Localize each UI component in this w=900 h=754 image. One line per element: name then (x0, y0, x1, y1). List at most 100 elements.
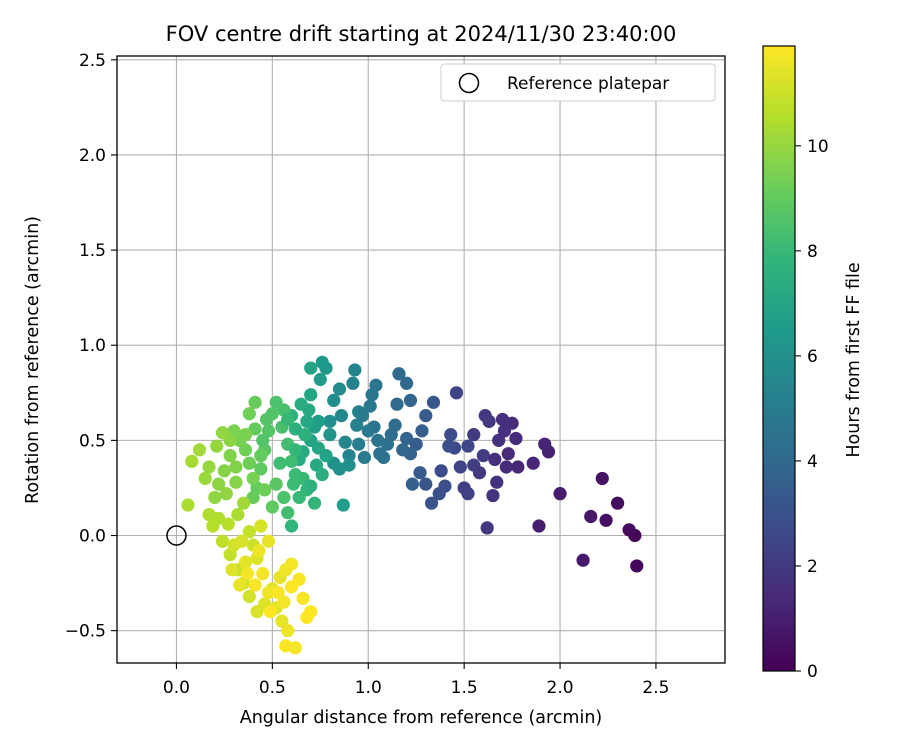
data-point (221, 517, 235, 531)
data-point (242, 589, 256, 604)
data-point (355, 409, 370, 423)
data-point (284, 557, 299, 571)
legend-entry-reference: Reference platepar (507, 74, 669, 94)
y-tick-label: 2.5 (79, 51, 106, 71)
data-point (511, 460, 525, 474)
data-point (292, 490, 306, 505)
data-point (288, 422, 302, 436)
colorbar-frame (762, 45, 796, 672)
data-point (208, 490, 222, 505)
data-point (342, 458, 356, 472)
data-point (323, 428, 337, 442)
data-point (444, 428, 458, 442)
data-point (242, 525, 256, 539)
data-point (304, 361, 318, 375)
data-point (217, 464, 232, 478)
data-point (492, 433, 506, 447)
data-point (461, 439, 475, 453)
data-point (236, 496, 251, 510)
data-point (419, 409, 433, 423)
data-point (212, 511, 226, 525)
y-tick-label: 0.5 (79, 431, 106, 451)
data-point (300, 610, 314, 624)
data-point (271, 585, 285, 600)
data-point (315, 355, 329, 369)
data-point (225, 563, 239, 577)
legend-reference-marker (458, 72, 480, 94)
data-point (478, 409, 492, 423)
data-point (215, 534, 230, 548)
data-point (286, 477, 301, 491)
data-point (449, 386, 464, 400)
data-point (248, 578, 262, 592)
data-point (390, 397, 404, 411)
x-tick-label: 0.5 (259, 678, 286, 698)
plot-frame (116, 55, 726, 664)
data-point (198, 471, 212, 486)
data-point (281, 412, 295, 427)
data-point (576, 553, 590, 567)
data-point (181, 498, 195, 512)
data-point (210, 439, 224, 453)
colorbar-tick-label: 8 (807, 242, 818, 262)
data-point (501, 447, 515, 461)
data-point (300, 414, 314, 428)
data-point (599, 513, 613, 527)
x-tick-label: 1.5 (451, 678, 478, 698)
data-point (265, 500, 279, 514)
data-point (277, 595, 291, 609)
data-point (235, 534, 249, 548)
data-point (229, 460, 243, 474)
data-point (361, 424, 375, 438)
data-point (336, 498, 350, 512)
data-point (275, 614, 289, 628)
data-point (526, 456, 540, 470)
y-tick-label: 1.0 (79, 336, 106, 356)
data-point (246, 471, 260, 486)
data-point (373, 447, 387, 461)
data-point (595, 471, 609, 486)
data-point (419, 477, 433, 491)
colorbar-tick-label: 2 (807, 557, 818, 577)
data-point (307, 496, 322, 510)
data-point (284, 580, 299, 594)
data-point (260, 412, 274, 427)
data-point (269, 395, 283, 409)
data-point (357, 450, 372, 465)
data-point (309, 458, 324, 472)
data-point (403, 393, 418, 408)
data-point (284, 454, 299, 468)
data-points (181, 355, 644, 655)
data-point (252, 544, 266, 558)
y-tick-label: 0.0 (79, 527, 106, 547)
data-point (256, 566, 270, 581)
data-point (323, 414, 337, 428)
data-point (486, 488, 500, 503)
data-point (532, 519, 546, 533)
data-point (327, 393, 341, 408)
data-point (273, 456, 287, 470)
colorbar-gradient (763, 46, 795, 671)
data-point (233, 578, 247, 592)
data-point (231, 507, 245, 522)
data-point (415, 424, 429, 438)
data-point (315, 468, 329, 482)
data-point (630, 559, 644, 573)
legend-box (440, 63, 716, 102)
data-point (240, 566, 255, 581)
data-point (497, 424, 512, 438)
grid (117, 56, 725, 663)
x-tick-label: 2.0 (547, 678, 574, 698)
data-point (248, 422, 262, 436)
data-point (185, 454, 199, 468)
data-point (553, 487, 567, 501)
data-point (261, 424, 276, 438)
data-point (400, 376, 414, 390)
y-tick-label: 1.5 (79, 241, 106, 261)
data-point (238, 443, 253, 457)
x-tick-label: 1.0 (355, 678, 382, 698)
data-point (346, 376, 360, 390)
data-point (405, 477, 419, 491)
y-axis-ticks: −0.5 0.0 0.5 1.0 1.5 2.0 2.5 (65, 51, 117, 642)
colorbar-tick-label: 0 (807, 662, 818, 682)
